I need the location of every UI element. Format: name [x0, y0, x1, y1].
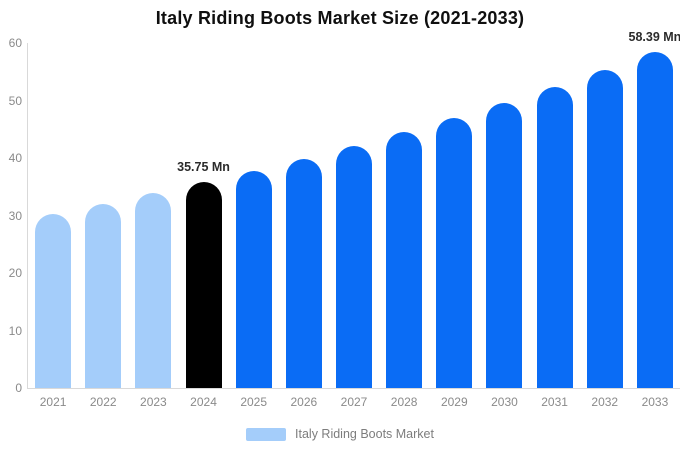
x-axis: 2021 2022 2023 2024 2025 2026 2027 2028 2029 2030…: [28, 394, 680, 410]
y-tick-label: 30: [8, 208, 22, 223]
x-tick-label: 2033: [641, 395, 669, 409]
y-tick-label: 0: [15, 381, 22, 395]
value-label-2024: 35.75 Mn: [177, 160, 230, 175]
bar-2024[interactable]: [185, 182, 222, 388]
y-tick-label: 40: [8, 151, 22, 165]
x-tick-label: 2030: [491, 395, 518, 409]
bar-2030[interactable]: [486, 102, 523, 388]
chart-title: Italy Riding Boots Market Size (2021-203…: [155, 8, 525, 28]
x-tick-label: 2022: [89, 395, 117, 409]
x-tick-label: 2023: [140, 395, 167, 409]
plot-area: 35.75 Mn 58.39 Mn: [27, 30, 680, 389]
x-tick-label: 2029: [440, 395, 468, 409]
x-tick-label: 2031: [541, 395, 568, 409]
bar-2022[interactable]: [85, 203, 122, 388]
bar-2021[interactable]: [35, 213, 72, 388]
x-tick-label: 2027: [340, 395, 368, 409]
y-axis: 0 10 20 30 40 50 60: [0, 36, 26, 395]
x-tick-label: 2024: [190, 395, 217, 409]
legend[interactable]: Italy Riding Boots Market: [0, 427, 680, 441]
x-tick-label: 2032: [591, 395, 619, 409]
bar-2033[interactable]: [636, 52, 673, 388]
y-tick-label: 60: [8, 36, 22, 50]
y-tick-label: 50: [8, 93, 22, 108]
bar-2029[interactable]: [436, 117, 473, 388]
bar-2031[interactable]: [536, 86, 573, 388]
bar-2026[interactable]: [285, 158, 322, 388]
legend-label: Italy Riding Boots Market: [295, 427, 434, 441]
x-tick-label: 2025: [240, 395, 268, 409]
value-label-2033: 58.39 Mn: [628, 30, 680, 45]
legend-swatch: [246, 427, 287, 441]
x-tick-label: 2028: [390, 395, 418, 409]
bar-2027[interactable]: [336, 145, 372, 388]
y-tick-label: 20: [8, 266, 22, 280]
x-tick-label: 2021: [39, 395, 67, 409]
bar-2025[interactable]: [235, 170, 272, 388]
bar-2028[interactable]: [386, 132, 423, 388]
bar-2032[interactable]: [586, 69, 623, 388]
bar-2023[interactable]: [135, 193, 172, 388]
x-tick-label: 2026: [290, 395, 318, 409]
y-tick-label: 10: [8, 323, 22, 338]
